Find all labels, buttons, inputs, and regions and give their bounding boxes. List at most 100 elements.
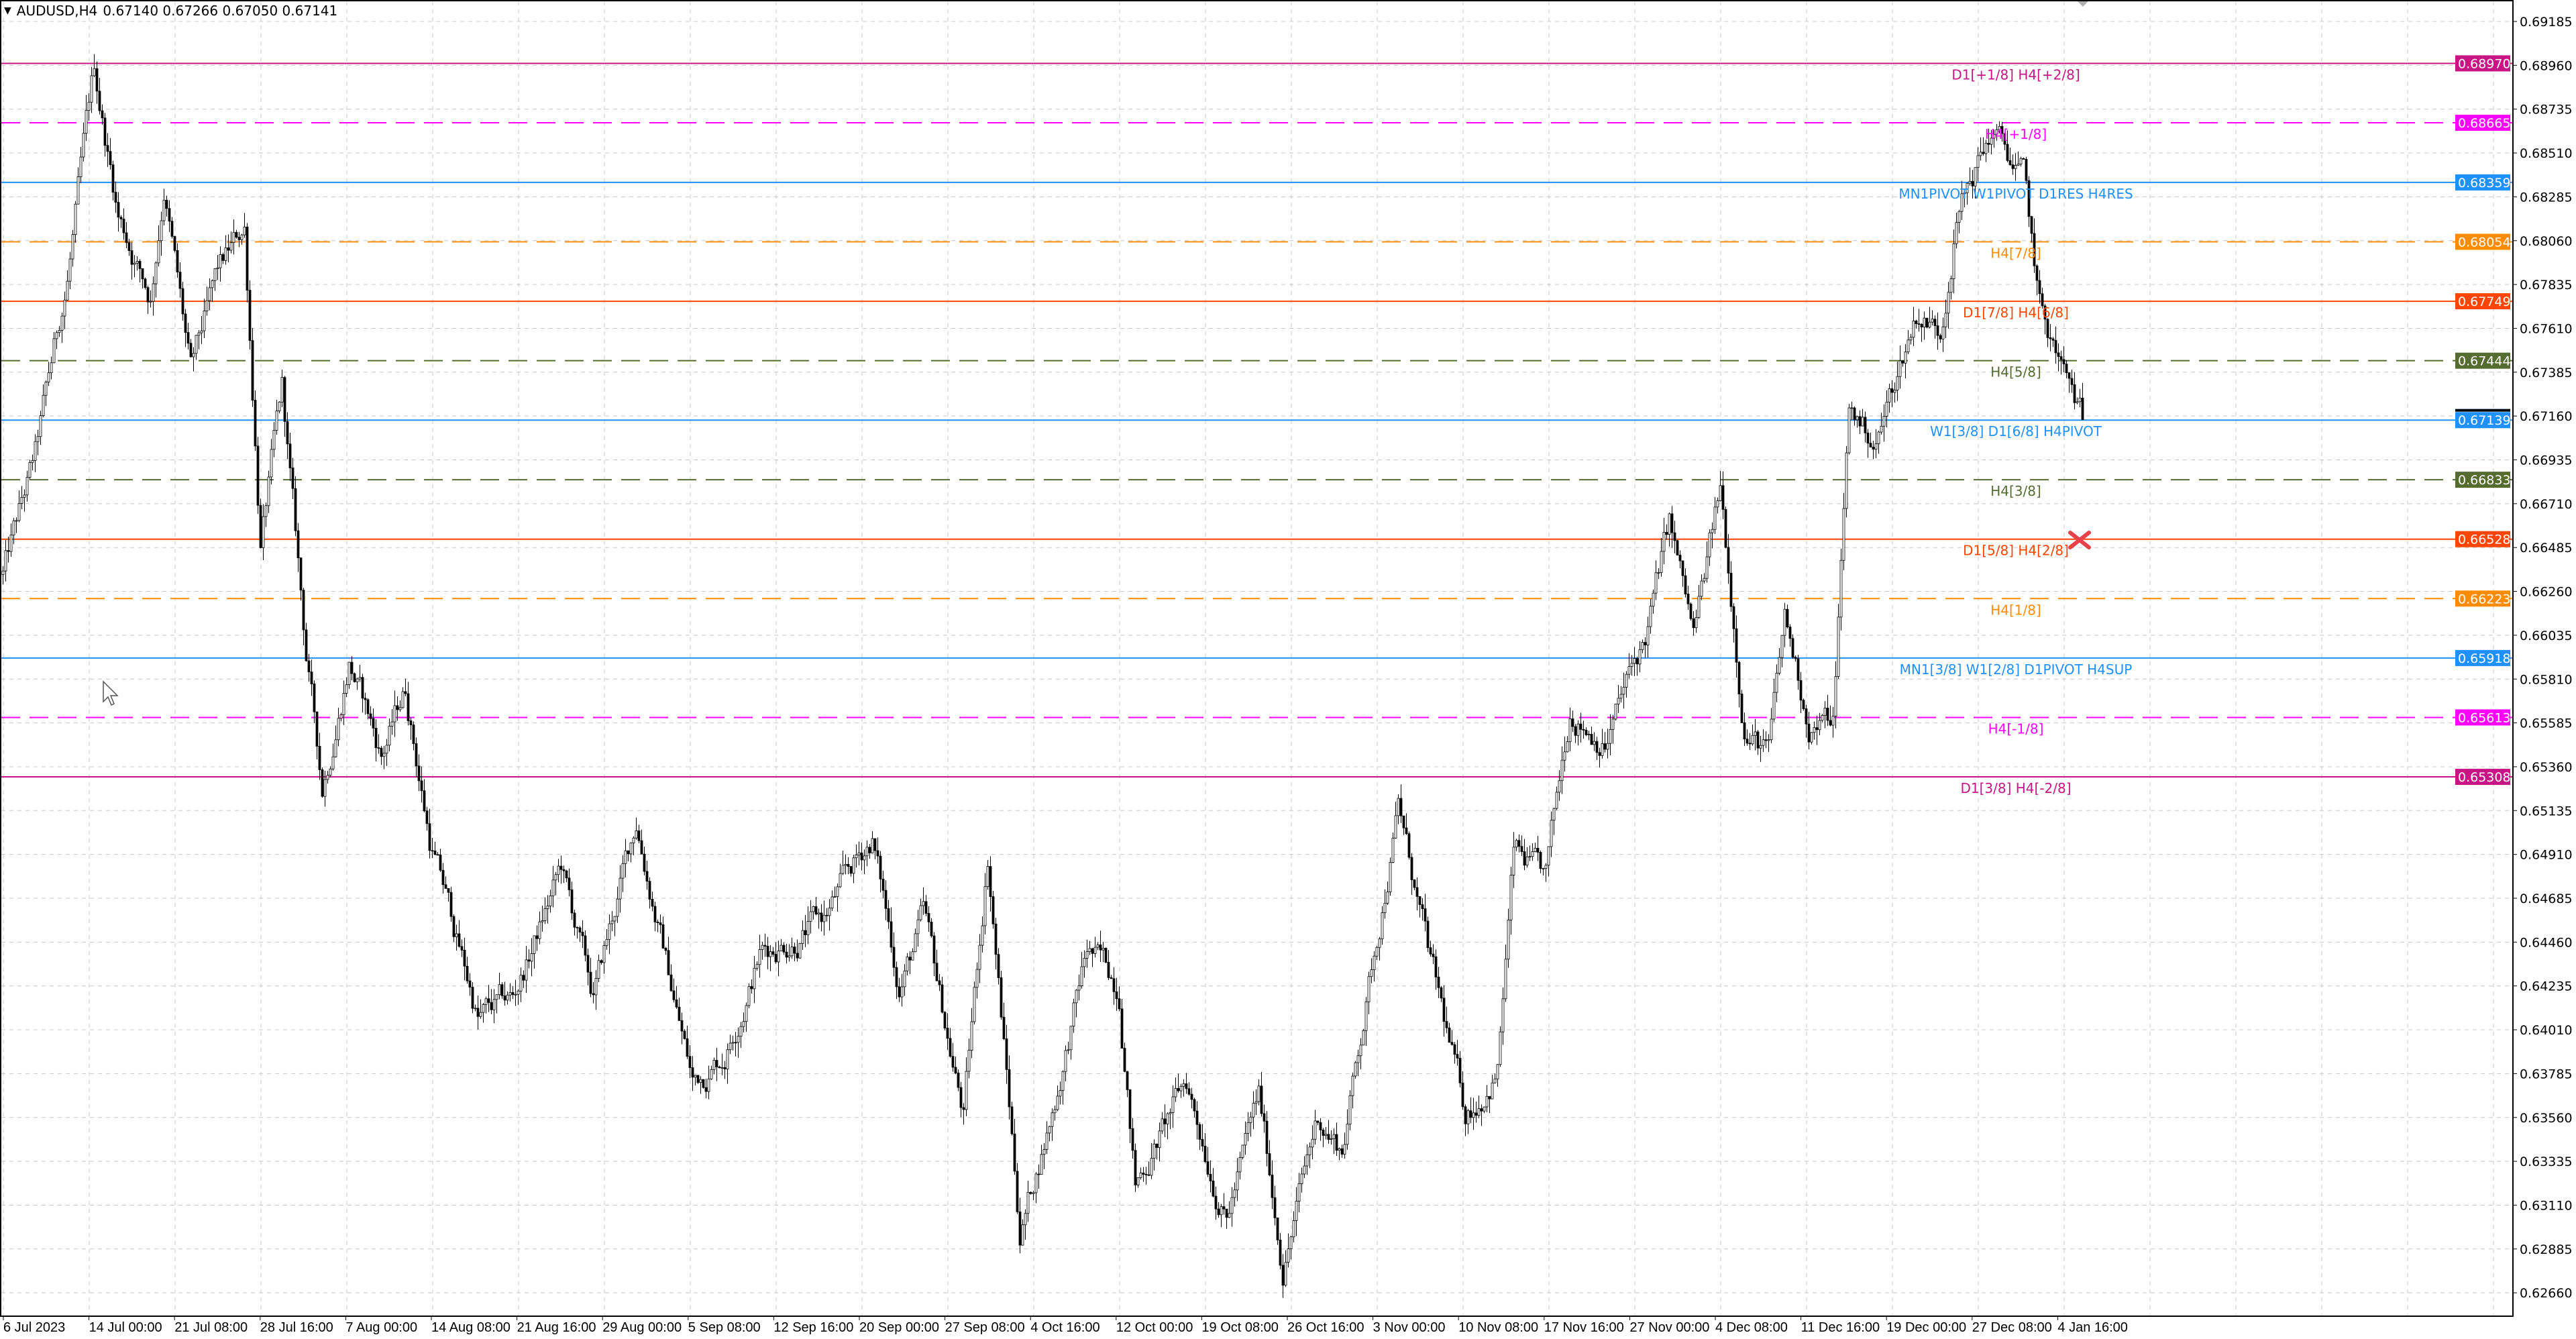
current-price-tag — [2455, 409, 2510, 412]
candle — [1442, 998, 1446, 1022]
price-tick-label: 0.66260 — [2520, 585, 2573, 600]
candle — [1949, 278, 1953, 293]
candle — [495, 994, 498, 1000]
price-tick-label: 0.62885 — [2520, 1242, 2573, 1257]
candle — [900, 986, 904, 998]
candle — [170, 221, 174, 237]
candle — [23, 494, 26, 498]
candle — [1254, 1101, 1258, 1104]
candle — [1096, 945, 1099, 948]
time-tick-label: 4 Oct 16:00 — [1030, 1320, 1099, 1335]
candle — [578, 927, 582, 932]
candle — [1265, 1120, 1269, 1154]
candle — [1829, 720, 1832, 726]
candle — [17, 503, 21, 521]
candle — [1128, 1089, 1132, 1129]
candle — [1399, 798, 1403, 816]
candle — [753, 967, 756, 989]
candle — [58, 330, 61, 333]
candle — [1603, 743, 1607, 750]
candle — [1102, 947, 1105, 951]
candle — [455, 933, 458, 937]
candle — [1689, 603, 1693, 619]
candle — [1021, 1224, 1024, 1246]
candle — [1931, 319, 1934, 323]
level-price-tag-label: 0.68359 — [2458, 176, 2511, 191]
candle — [283, 377, 286, 422]
candle — [2068, 372, 2071, 379]
candle — [44, 382, 48, 396]
candle — [812, 906, 815, 912]
candle — [2017, 164, 2020, 166]
price-axis[interactable]: 0.69185 0.68960 0.68735 0.68510 0.68285 0.680… — [2513, 15, 2573, 1301]
candle — [584, 935, 587, 956]
candle — [1120, 1008, 1124, 1049]
time-tick-label: 28 Jul 16:00 — [260, 1320, 333, 1335]
candle — [1630, 663, 1633, 667]
candle — [165, 199, 168, 209]
candle — [1598, 752, 1601, 756]
candle — [669, 974, 673, 992]
candle — [1421, 904, 1424, 910]
shift-marker-icon[interactable] — [2078, 1, 2088, 7]
candle — [1622, 686, 1625, 695]
candle — [1056, 1095, 1059, 1110]
candle — [1026, 1191, 1030, 1214]
candle — [1289, 1236, 1293, 1249]
candle — [211, 280, 214, 288]
candle — [1713, 506, 1717, 530]
candle — [1362, 1030, 1365, 1046]
candle — [1322, 1129, 1325, 1136]
candle — [1244, 1133, 1247, 1146]
candle — [2051, 338, 2055, 341]
candle — [643, 853, 646, 872]
candle — [1850, 407, 1854, 409]
candle — [95, 68, 99, 92]
candle — [1072, 1002, 1075, 1027]
candle — [1888, 388, 1891, 403]
candle — [428, 823, 431, 851]
candle — [1947, 292, 1950, 314]
time-axis[interactable]: 6 Jul 2023 14 Jul 00:00 21 Jul 08:00 28 Jul… — [3, 1316, 2128, 1335]
candle — [814, 906, 818, 915]
candle — [602, 945, 606, 963]
candle — [1788, 627, 1792, 639]
candle — [1343, 1144, 1346, 1155]
candle — [1351, 1075, 1354, 1096]
candle — [723, 1067, 727, 1069]
candle — [1110, 977, 1113, 979]
symbol-timeframe: AUDUSD,H4 — [16, 3, 98, 19]
candle — [1499, 1031, 1502, 1065]
candle — [1364, 1001, 1368, 1031]
candle — [433, 850, 437, 855]
candle — [1907, 339, 1910, 353]
candle — [830, 896, 834, 909]
candle — [1966, 182, 1969, 193]
candle — [1257, 1085, 1260, 1102]
level-label: D1[+1/8] H4[+2/8] — [1951, 66, 2080, 83]
candle — [1085, 951, 1089, 959]
candle — [1711, 529, 1714, 533]
candle — [1515, 840, 1518, 848]
candle — [208, 287, 211, 301]
triangle-down-icon[interactable]: ▼ — [4, 5, 11, 16]
candle — [742, 1021, 745, 1027]
candle — [914, 933, 917, 953]
candle — [653, 906, 657, 922]
candle — [1619, 694, 1623, 699]
candle — [342, 693, 345, 715]
candle — [1093, 947, 1097, 954]
candle — [855, 855, 858, 859]
candle — [908, 957, 912, 961]
candle — [122, 219, 125, 233]
candle — [1678, 555, 1682, 561]
candle — [782, 945, 786, 953]
candle — [1131, 1128, 1134, 1151]
candle — [847, 863, 850, 867]
candle — [423, 790, 426, 812]
candle — [1759, 745, 1762, 749]
candle — [1955, 222, 1958, 244]
candle — [1209, 1174, 1212, 1181]
candle — [1504, 959, 1507, 1000]
